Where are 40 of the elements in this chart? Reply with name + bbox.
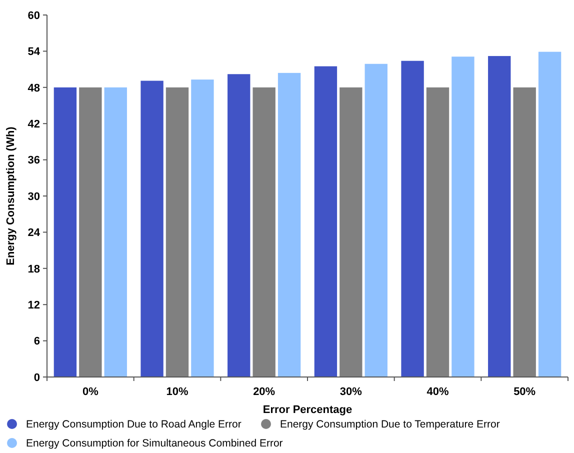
y-axis-title: Energy Consumption (Wh) — [5, 126, 17, 266]
x-tick-label: 0% — [82, 386, 99, 398]
bar — [364, 64, 388, 377]
y-tick-label: 54 — [28, 46, 41, 58]
bar — [513, 87, 536, 377]
y-tick-label: 12 — [28, 299, 40, 312]
bar — [140, 80, 164, 377]
y-tick-label: 0 — [34, 372, 40, 384]
y-tick-label: 36 — [28, 154, 40, 167]
legend-label: Energy Consumption Due to Temperature Error — [280, 418, 500, 431]
x-tick-label: 20% — [253, 386, 276, 398]
y-tick-label: 42 — [28, 118, 40, 130]
x-tick-label: 50% — [514, 386, 536, 398]
bar — [426, 87, 450, 377]
legend-label: Energy Consumption for Simultaneous Combined Error — [26, 438, 284, 450]
bar — [278, 72, 301, 377]
bar — [54, 87, 77, 377]
bar — [488, 56, 511, 377]
y-tick-label: 6 — [34, 336, 40, 348]
y-tick-label: 48 — [28, 82, 40, 94]
legend-label: Energy Consumption Due to Road Angle Error — [26, 418, 242, 431]
bar — [314, 66, 338, 377]
bar — [166, 87, 189, 377]
x-tick-label: 30% — [340, 386, 362, 398]
bar — [452, 56, 474, 377]
x-axis-title: Error Percentage — [262, 404, 352, 416]
y-tick-label: 30 — [28, 190, 40, 203]
bar — [104, 87, 127, 377]
bar — [79, 87, 102, 377]
bar — [340, 87, 362, 377]
bar — [252, 87, 276, 377]
bar — [538, 52, 562, 377]
bar — [228, 74, 250, 377]
y-tick-label: 24 — [28, 227, 41, 240]
bar — [401, 60, 424, 377]
x-tick-label: 10% — [166, 386, 188, 398]
bar — [191, 80, 214, 377]
y-tick-label: 60 — [28, 10, 40, 22]
y-tick-label: 18 — [28, 263, 40, 276]
x-tick-label: 40% — [426, 386, 449, 398]
